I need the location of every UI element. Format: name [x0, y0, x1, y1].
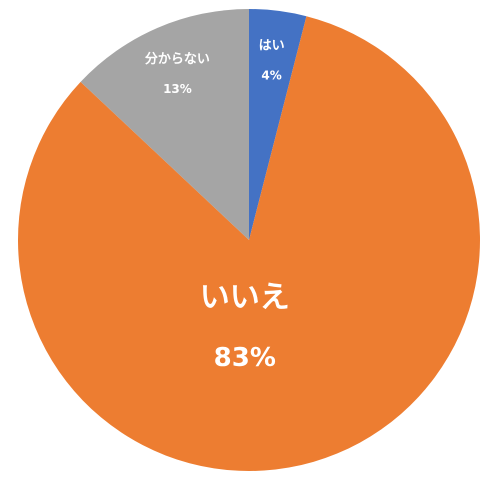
slice-value-label: 13% — [163, 82, 192, 96]
pie-slice — [17, 16, 480, 471]
slice-category-label: 分からない — [145, 51, 210, 67]
slice-category-label: いいえ — [200, 280, 290, 315]
slice-value-label: 83% — [214, 343, 276, 373]
slice-value-label: 4% — [261, 69, 281, 83]
pie-slice — [249, 9, 307, 240]
slice-category-label: はい — [259, 39, 285, 54]
pie-slice — [80, 9, 249, 240]
